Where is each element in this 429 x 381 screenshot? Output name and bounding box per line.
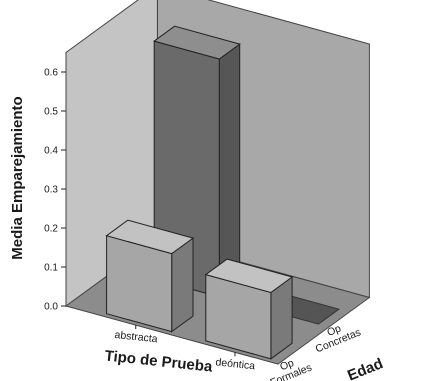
y-tick-label: 0.5: [44, 107, 58, 118]
y-tick-label: 0.0: [44, 302, 58, 313]
x-axis-label: Tipo de Prueba: [104, 347, 214, 375]
y-axis-label: Media Emparejamiento: [9, 96, 26, 259]
y-tick-label: 0.3: [44, 185, 58, 196]
bar-top: [105, 219, 195, 255]
bar-side: [218, 43, 241, 298]
depth-tick-label: OpFormales: [264, 351, 313, 381]
x-tick-label: deóntica: [215, 356, 256, 372]
bar-top: [153, 25, 241, 60]
y-axis-ticks: 0.0 0.1 0.2 0.3 0.4 0.5 0.6: [44, 68, 66, 313]
bar-side: [171, 237, 194, 333]
bar-top: [204, 258, 294, 294]
bar-deóntica-front: [204, 258, 294, 360]
x-tick-label: abstracta: [114, 329, 158, 345]
x-axis-ticks: abstracta deóntica: [114, 325, 256, 372]
bar-abstracta-front: [105, 219, 195, 333]
y-tick-label: 0.1: [44, 263, 58, 274]
y-tick-label: 0.4: [44, 146, 58, 157]
y-tick-label: 0.2: [44, 224, 58, 235]
depth-axis-label: Edad: [345, 355, 385, 381]
y-tick-label: 0.6: [44, 68, 58, 79]
front-bars: [105, 219, 294, 360]
